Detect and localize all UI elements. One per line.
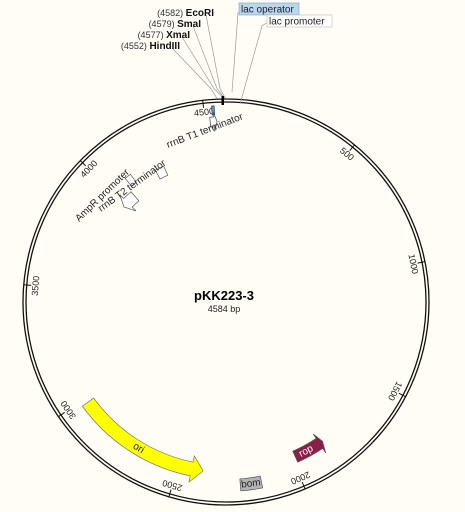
site-label-smai: (4579) SmaI [149,19,202,30]
tick-mark-1000 [417,261,426,264]
site-name-hindiii: HindIII [149,41,180,52]
feature-label-lac-operator: lac operator [241,5,294,16]
tick-mark-2500 [168,489,172,498]
site-position-xmai: (4577) [138,30,167,40]
feature-rrnb-t1-terminator: rrnB T1 terminator [154,111,245,180]
feature-label-ori: ori [131,441,146,456]
tick-mark-500 [349,144,356,151]
tick-label-3000: 3000 [59,399,79,421]
backbone-circle [22,98,430,506]
site-label-hindiii: (4552) HindIII [121,41,180,52]
site-position-smai: (4579) [149,19,178,29]
site-label-ecori: (4582) EcoRI [157,8,214,19]
feature-shape-ori [81,397,204,483]
feature-shape-rrnb-t1-terminator [154,165,169,180]
site-leader-ecori [205,14,226,99]
feature-label-bg-lac-promoter [266,14,333,28]
feature-shape-lac-promoter [209,112,218,132]
site-name-smai: SmaI [177,19,201,30]
site-position-hindiii: (4552) [121,41,150,51]
site-name-xmai: XmaI [166,30,190,41]
feature-shape-rop [292,433,327,463]
site-position-ecori: (4582) [157,8,186,18]
backbone-circle-inner [25,101,427,503]
tick-label-2500: 2500 [161,478,183,493]
tick-mark-2000 [301,481,306,490]
plasmid-length: 4584 bp [208,304,241,314]
tick-mark-3000 [57,412,65,418]
tick-mark-4000 [79,159,87,167]
site-leader-xmai [181,36,225,99]
feature-label-lac-promoter: lac promoter [269,17,325,28]
feature-leader-lac-promoter [239,21,269,105]
feature-bom: bom [239,475,264,492]
feature-shape-bom [239,475,264,492]
tick-mark-3500 [23,284,32,286]
cut-site-marker [221,96,224,105]
site-name-ecori: EcoRI [186,8,215,19]
feature-rop: rop [292,433,327,463]
tick-label-3500: 3500 [30,275,42,296]
feature-label-rrnb-t1-terminator: rrnB T1 terminator [165,111,245,151]
feature-lac-operator: lac operator [211,2,300,116]
plasmid-name: pKK223-3 [194,288,254,303]
tick-mark-4500 [202,99,205,108]
site-leader-smai [192,25,225,99]
feature-lac-promoter: lac promoter [209,14,333,132]
tick-mark-1500 [398,392,407,398]
site-label-xmai: (4577) XmaI [138,30,191,41]
feature-shape-ampr-promoter [119,191,140,212]
site-leader-hindiii [171,47,218,99]
restriction-sites: (4582) EcoRI(4579) SmaI(4577) XmaI(4552)… [121,8,226,105]
feature-ori: ori [81,397,204,483]
tick-label-1000: 1000 [406,253,420,275]
tick-label-4500: 4500 [194,106,215,118]
feature-leader-lac-operator [231,11,239,93]
feature-shape-rrnb-t2-terminator [124,173,137,187]
feature-label-bom: bom [241,477,262,491]
